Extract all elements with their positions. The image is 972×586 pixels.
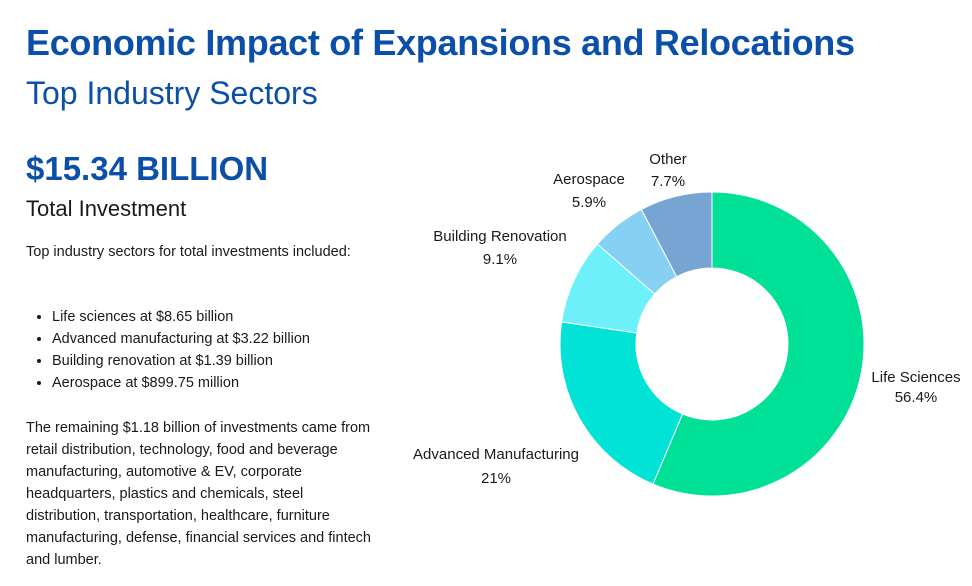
donut-slice-life-sciences (652, 191, 865, 497)
bullet-item: Aerospace at $899.75 million (52, 372, 310, 394)
slice-value-label: 5.9% (572, 194, 606, 211)
remaining-investments-text: The remaining $1.18 billion of investmen… (26, 420, 371, 568)
bullet-item: Advanced manufacturing at $3.22 billion (52, 328, 310, 350)
slice-value-label: 7.7% (651, 173, 685, 190)
donut-slice-other (640, 191, 713, 278)
total-investment-label: Total Investment (26, 196, 187, 221)
bullet-item: Building renovation at $1.39 billion (52, 350, 310, 372)
intro-text: Top industry sectors for total investmen… (26, 244, 351, 260)
donut-labels: Life Sciences 56.4% Advanced Manufacturing… (413, 151, 961, 487)
slice-category-label: Building Renovation (433, 228, 566, 245)
total-investment-value: $15.34 BILLION (26, 150, 269, 187)
slice-category-label: Aerospace (553, 171, 625, 188)
slice-category-label: Other (649, 151, 687, 168)
slice-value-label: 56.4% (895, 389, 938, 406)
slice-category-label: Life Sciences (871, 369, 960, 386)
page-title: Economic Impact of Expansions and Reloca… (26, 22, 855, 63)
slice-category-label: Advanced Manufacturing (413, 446, 579, 463)
donut-slices (559, 191, 865, 497)
bullet-item: Life sciences at $8.65 billion (52, 306, 310, 328)
slice-value-label: 21% (481, 470, 511, 487)
page-subtitle: Top Industry Sectors (26, 75, 318, 111)
slice-value-label: 9.1% (483, 251, 517, 268)
donut-slice-advanced-manufacturing (559, 321, 684, 485)
sector-bullet-list: Life sciences at $8.65 billion Advanced … (26, 306, 310, 394)
